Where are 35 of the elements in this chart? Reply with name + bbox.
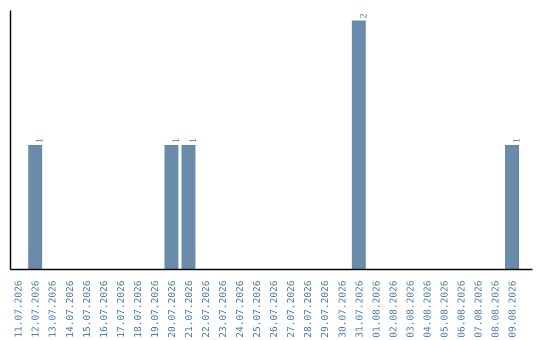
x-tick-label: 25.07.2026 [252, 280, 264, 338]
x-tick-label: 11.07.2026 [14, 280, 25, 338]
x-tick-label: 21.07.2026 [184, 280, 195, 338]
x-tick-label: 15.07.2026 [82, 280, 93, 338]
x-tick-label: 16.07.2026 [98, 280, 110, 338]
x-tick-label: 19.07.2026 [150, 280, 161, 338]
x-tick-label: 23.07.2026 [218, 280, 230, 338]
x-tick-label: 06.08.2026 [456, 280, 468, 338]
data-label: 1 [34, 138, 46, 143]
x-tick-label: 03.08.2026 [405, 280, 416, 338]
x-tick-label: 02.08.2026 [388, 280, 400, 338]
x-tick-label: 31.07.2026 [354, 280, 366, 338]
x-tick-label: 08.08.2026 [490, 280, 502, 338]
x-tick-label: 22.07.2026 [201, 280, 212, 338]
x-tick-label: 12.07.2026 [30, 280, 42, 338]
x-tick-label: 09.08.2026 [508, 280, 519, 338]
x-tick-label: 01.08.2026 [371, 280, 382, 338]
x-tick-label: 17.07.2026 [116, 280, 127, 338]
x-tick-label: 29.07.2026 [320, 280, 332, 338]
data-label: 2 [358, 13, 370, 18]
x-tick-label: 18.07.2026 [132, 280, 144, 338]
x-tick-label: 05.08.2026 [439, 280, 450, 338]
x-tick-label: 27.07.2026 [286, 280, 298, 338]
x-tick-label: 28.07.2026 [303, 280, 314, 338]
x-tick-label: 24.07.2026 [235, 280, 246, 338]
data-label: 1 [512, 138, 523, 143]
x-tick-label: 14.07.2026 [64, 280, 76, 338]
x-tick-label: 07.08.2026 [474, 280, 484, 338]
x-tick-label: 30.07.2026 [337, 280, 348, 338]
x-tick-label: 04.08.2026 [422, 280, 434, 338]
data-label: 1 [170, 138, 182, 143]
x-tick-label: 20.07.2026 [166, 280, 178, 338]
x-tick-label: 26.07.2026 [269, 280, 280, 338]
data-label: 1 [188, 138, 199, 143]
x-tick-label: 13.07.2026 [48, 280, 59, 338]
